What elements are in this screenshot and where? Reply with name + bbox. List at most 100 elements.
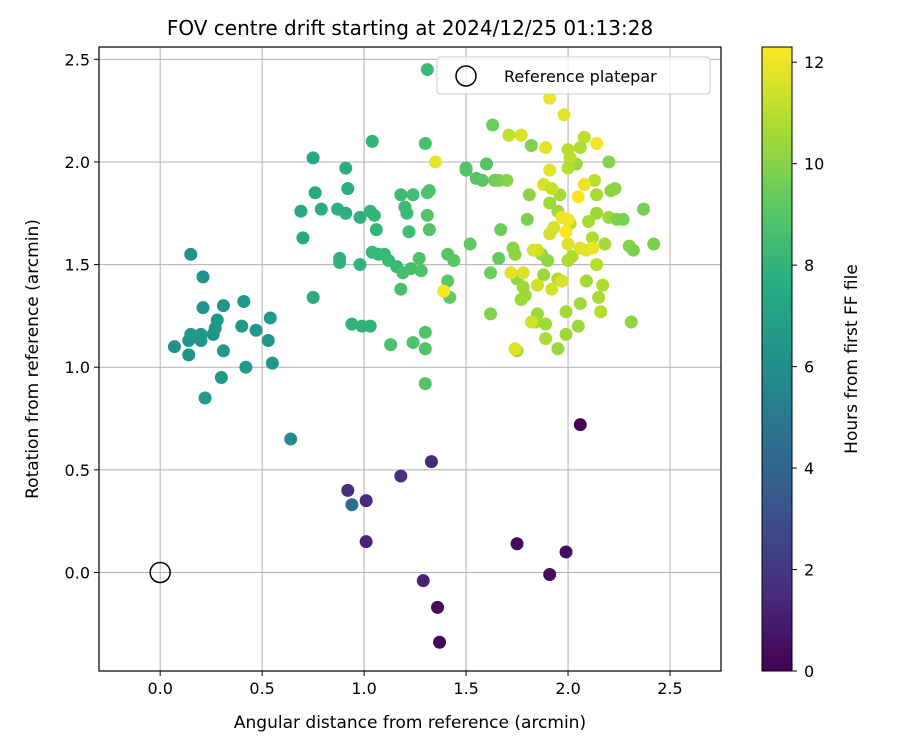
data-point	[592, 290, 606, 304]
data-point	[539, 331, 553, 345]
data-point	[239, 360, 253, 374]
data-point	[561, 143, 575, 157]
data-point	[475, 173, 489, 187]
data-point	[418, 325, 432, 339]
data-point	[167, 340, 181, 354]
y-tick-label: 0.5	[65, 461, 90, 480]
data-point	[530, 278, 544, 292]
data-point	[345, 317, 359, 331]
colorbar-tick-label: 2	[804, 561, 814, 580]
y-tick-label: 0.0	[65, 563, 90, 582]
data-point	[418, 377, 432, 391]
data-point	[412, 251, 426, 265]
data-point	[561, 212, 575, 226]
colorbar-tick-label: 0	[804, 662, 814, 681]
data-point	[359, 535, 373, 549]
y-axis-ticks: 0.0 0.5 1.0 1.5 2.0 2.5	[65, 50, 99, 582]
data-point	[431, 600, 445, 614]
legend-reference-marker	[455, 65, 477, 87]
data-point	[555, 274, 569, 288]
data-point	[541, 253, 555, 267]
data-point	[602, 155, 616, 169]
y-axis-label: Rotation from reference (arcmin)	[23, 219, 43, 499]
data-point	[524, 315, 538, 329]
data-point	[284, 432, 298, 446]
data-point	[341, 483, 355, 497]
data-point	[296, 231, 310, 245]
data-point	[394, 469, 408, 483]
colorbar-tick-label: 12	[804, 53, 824, 72]
colorbar	[761, 46, 793, 672]
data-point	[306, 290, 320, 304]
data-point	[394, 282, 408, 296]
data-point	[494, 223, 508, 237]
data-point	[624, 315, 638, 329]
data-point	[420, 63, 434, 77]
data-point	[365, 134, 379, 148]
data-point	[561, 161, 575, 175]
data-point	[502, 128, 516, 142]
data-point	[510, 537, 524, 551]
data-point	[565, 249, 579, 263]
data-point	[551, 342, 565, 356]
data-point	[573, 297, 587, 311]
data-point	[647, 237, 661, 251]
data-point	[198, 391, 212, 405]
data-point	[637, 202, 651, 216]
data-point	[590, 136, 604, 150]
data-point	[545, 282, 559, 296]
data-point	[590, 258, 604, 272]
data-point	[210, 313, 224, 327]
data-point	[484, 307, 498, 321]
grid-lines	[99, 47, 721, 671]
data-point	[459, 163, 473, 177]
colorbar-tick-label: 10	[804, 155, 824, 174]
data-point	[537, 268, 551, 282]
data-point	[216, 299, 230, 313]
data-point	[500, 173, 514, 187]
data-point	[314, 202, 328, 216]
data-point	[543, 227, 557, 241]
data-point	[353, 258, 367, 272]
data-point	[369, 223, 383, 237]
legend-label: Reference platepar	[504, 67, 657, 86]
colorbar-tick-label: 8	[804, 256, 814, 275]
legend-box	[436, 56, 711, 95]
data-point	[333, 256, 347, 270]
data-point	[484, 266, 498, 280]
data-point	[559, 225, 573, 239]
data-point	[590, 206, 604, 220]
data-point	[406, 188, 420, 202]
data-point	[590, 188, 604, 202]
data-point	[463, 237, 477, 251]
x-tick-label: 1.0	[351, 679, 376, 698]
data-point	[341, 182, 355, 196]
data-point	[265, 356, 279, 370]
data-point	[194, 327, 208, 341]
data-point	[479, 157, 493, 171]
data-point	[182, 348, 196, 362]
chart-title: FOV centre drift starting at 2024/12/25 …	[167, 16, 653, 40]
x-tick-label: 0.5	[249, 679, 274, 698]
data-point	[416, 574, 430, 588]
data-point	[596, 278, 610, 292]
data-point	[579, 274, 593, 288]
data-point	[306, 151, 320, 165]
x-tick-label: 2.5	[657, 679, 682, 698]
data-point	[539, 317, 553, 331]
data-point	[237, 295, 251, 309]
y-tick-label: 1.5	[65, 256, 90, 275]
data-point	[557, 108, 571, 122]
data-point	[441, 274, 455, 288]
data-point	[402, 225, 416, 239]
data-point	[367, 208, 381, 222]
y-tick-label: 2.0	[65, 153, 90, 172]
data-point	[184, 247, 198, 261]
data-point	[586, 231, 600, 245]
data-point	[400, 206, 414, 220]
x-tick-label: 0.0	[147, 679, 172, 698]
data-point	[588, 173, 602, 187]
data-point	[414, 264, 428, 278]
data-point	[586, 241, 600, 255]
